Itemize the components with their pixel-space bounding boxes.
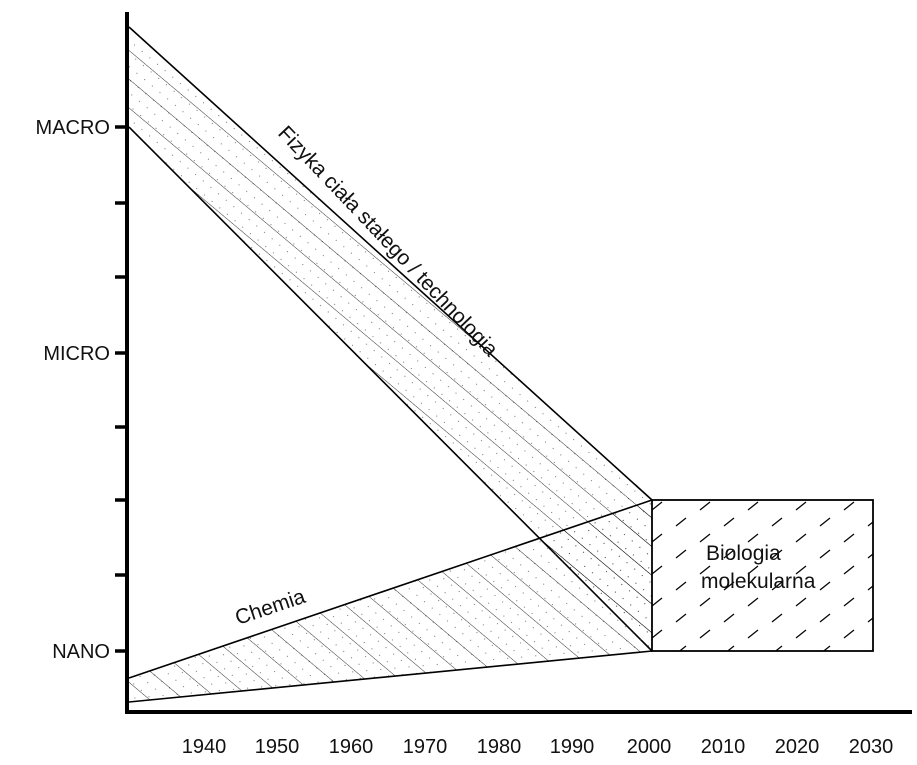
biology-label-line1: Biologia [706,542,781,565]
y-label-nano: NANO [52,641,110,663]
x-tick-label: 1990 [550,736,595,758]
chemistry-band [128,499,653,703]
x-tick-label: 1940 [182,736,227,758]
x-tick-label: 1980 [477,736,522,758]
x-tick-label: 1960 [329,736,374,758]
y-axis-ticks [115,125,129,653]
x-tick-label: 2000 [627,736,672,758]
biology-label-line2: molekularna [701,570,816,593]
biology-box [651,499,874,652]
y-label-macro: MACRO [36,117,110,139]
x-tick-label: 1950 [255,736,300,758]
x-tick-label: 2030 [849,736,894,758]
x-tick-label: 2020 [775,736,820,758]
x-tick-label: 1970 [403,736,448,758]
x-tick-label: 2010 [701,736,746,758]
x-axis-tick-labels: 1940 1950 1960 1970 1980 1990 2000 2010 … [182,736,894,758]
y-label-micro: MICRO [43,343,110,365]
